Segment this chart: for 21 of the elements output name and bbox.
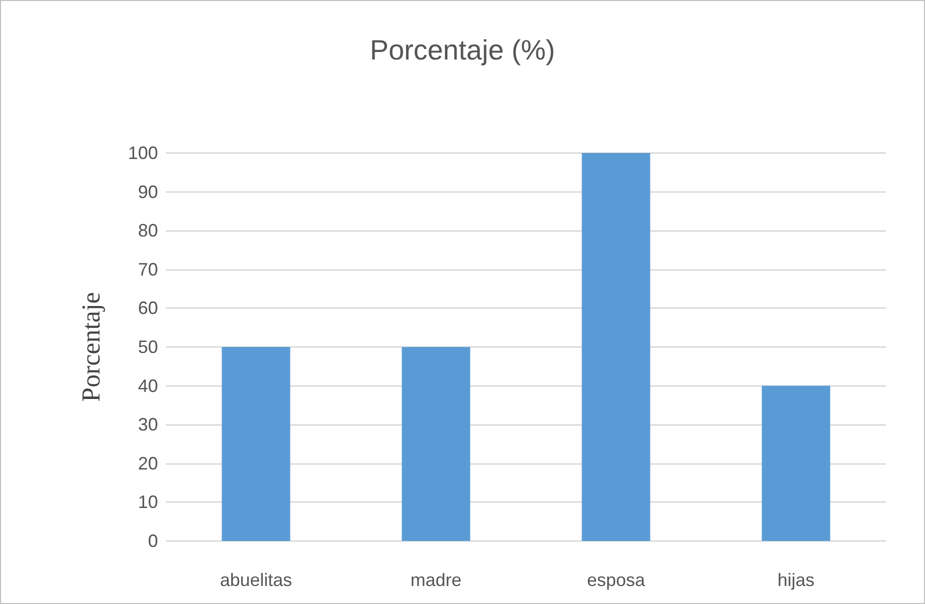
bar	[222, 347, 290, 541]
y-tick-label: 60	[138, 298, 158, 318]
y-tick-label: 0	[148, 531, 158, 551]
x-tick-label: hijas	[777, 570, 815, 590]
y-tick-label: 50	[138, 337, 158, 357]
y-tick-label: 70	[138, 259, 158, 280]
y-tick-label: 40	[138, 376, 158, 396]
y-tick-label: 20	[138, 453, 158, 474]
y-tick-label: 90	[138, 182, 158, 202]
bar	[762, 386, 830, 541]
y-axis-title: Porcentaje	[76, 292, 106, 402]
bar	[402, 347, 470, 541]
y-tick-label: 100	[128, 143, 158, 163]
x-tick-label: madre	[410, 570, 462, 590]
y-tick-label: 80	[138, 220, 158, 241]
y-tick-label: 10	[138, 492, 158, 512]
bar	[582, 153, 650, 541]
x-tick-label: esposa	[586, 570, 646, 590]
chart-title: Porcentaje (%)	[370, 34, 556, 66]
x-tick-label: abuelitas	[220, 570, 292, 590]
y-tick-label: 30	[138, 414, 158, 435]
